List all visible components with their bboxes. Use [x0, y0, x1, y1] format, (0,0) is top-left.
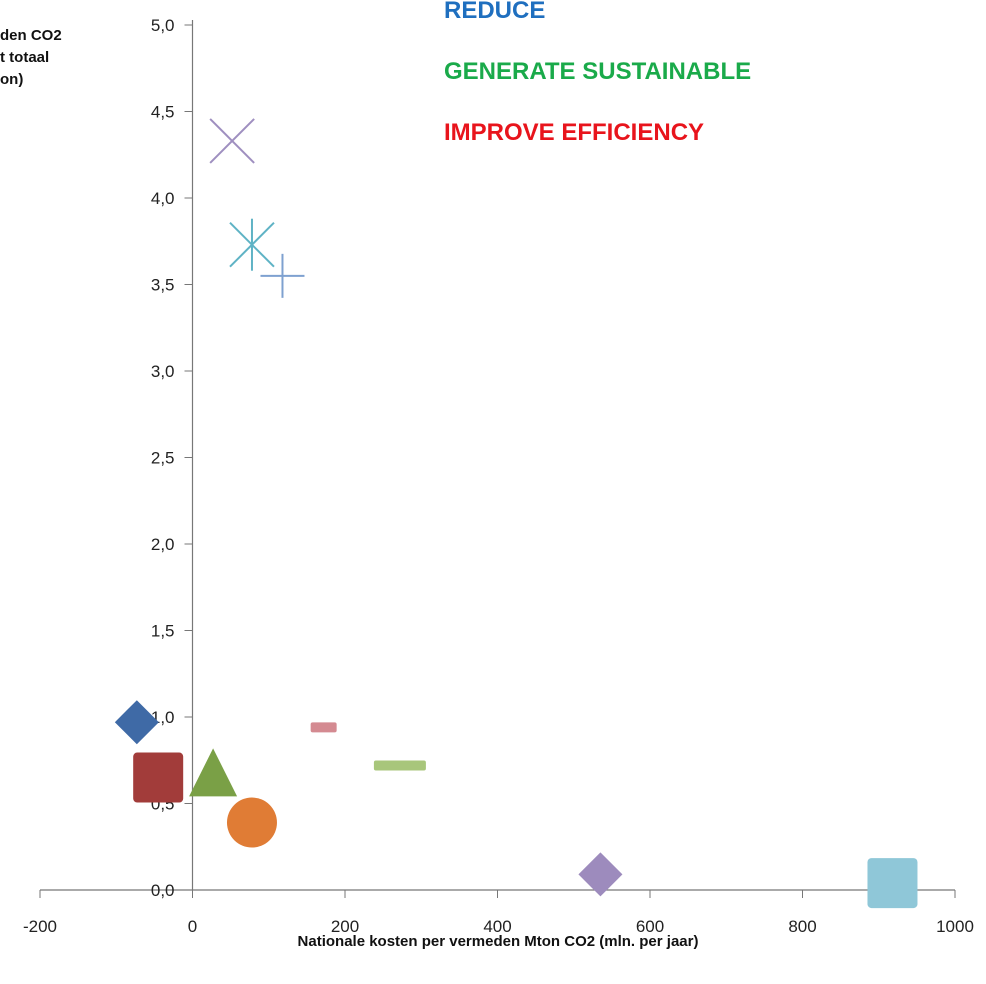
data-point-diamond — [578, 852, 623, 897]
data-point-triangle — [189, 748, 238, 797]
data-points — [114, 118, 918, 909]
legend-entry: REDUCE — [444, 0, 545, 24]
x-axis-title: Nationale kosten per vermeden Mton CO2 (… — [298, 933, 699, 950]
x-tick-label: 400 — [483, 917, 511, 936]
y-axis-title-line: on) — [0, 71, 23, 88]
y-tick-label: 4,0 — [151, 189, 175, 208]
data-point-star — [229, 218, 275, 271]
data-point-circle — [226, 797, 277, 848]
data-point-dash-wide — [373, 760, 426, 771]
x-tick-label: 1000 — [936, 917, 974, 936]
data-point-x — [209, 118, 255, 164]
x-tick-label: -200 — [23, 917, 57, 936]
y-tick-label: 3,5 — [151, 276, 175, 295]
y-tick-label: 4,5 — [151, 103, 175, 122]
y-tick-label: 1,5 — [151, 622, 175, 641]
data-point-square — [133, 752, 184, 803]
y-axis-title-line: den CO2 — [0, 27, 62, 44]
y-tick-label: 5,0 — [151, 16, 175, 35]
x-tick-label: 0 — [188, 917, 197, 936]
legend-entry: IMPROVE EFFICIENCY — [444, 119, 704, 146]
y-tick-label: 2,5 — [151, 449, 175, 468]
data-point-square — [867, 858, 918, 909]
y-tick-label: 3,0 — [151, 362, 175, 381]
x-tick-label: 200 — [331, 917, 359, 936]
y-axis-title-line: t totaal — [0, 49, 49, 66]
x-ticks: -200 0 200 400 600 800 1000 — [23, 890, 974, 936]
data-point-plus — [260, 253, 305, 298]
legend-entry: GENERATE SUSTAINABLE — [444, 58, 751, 85]
y-ticks: 0,00,51,01,52,02,53,03,54,04,55,0 — [151, 16, 193, 900]
data-point-diamond — [114, 700, 159, 745]
data-point-dash — [310, 722, 337, 733]
x-tick-label: 600 — [636, 917, 664, 936]
y-tick-label: 2,0 — [151, 535, 175, 554]
y-axis-title: den CO2 t totaal on) — [0, 27, 62, 88]
legend: REDUCE GENERATE SUSTAINABLE IMPROVE EFFICI… — [444, 0, 751, 146]
x-tick-label: 800 — [788, 917, 816, 936]
y-tick-label: 0,0 — [151, 881, 175, 900]
